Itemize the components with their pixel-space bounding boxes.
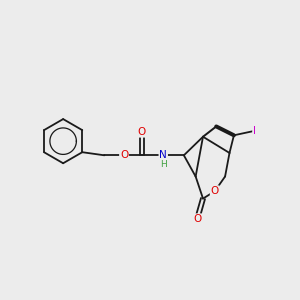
Text: O: O [193,214,201,224]
Text: N: N [159,150,167,160]
Text: O: O [138,127,146,137]
Text: O: O [211,186,219,196]
Text: H: H [160,160,166,169]
Text: O: O [120,150,128,160]
Text: I: I [253,126,256,136]
